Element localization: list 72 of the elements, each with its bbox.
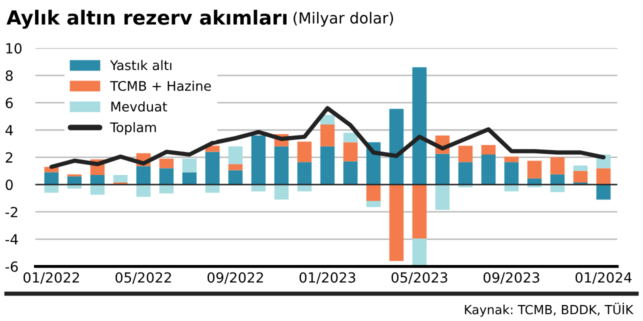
bar (458, 146, 473, 162)
bar (527, 160, 542, 178)
legend-label: Toplam (110, 122, 156, 135)
x-tick-label: 05/2023 (392, 272, 448, 284)
bar (366, 200, 381, 208)
bar (320, 146, 335, 185)
bar (343, 161, 358, 185)
bar (458, 162, 473, 185)
bar (205, 184, 220, 193)
legend-label: Yastık altı (110, 60, 172, 70)
bar (90, 184, 105, 195)
bar (228, 146, 243, 164)
bar (412, 184, 427, 238)
chart-title: Aylık altın rezerv akımları (6, 10, 287, 29)
bar (366, 184, 381, 201)
y-tick-label: 8 (6, 70, 13, 81)
bar (67, 176, 82, 185)
bar (504, 156, 519, 162)
bar (228, 164, 243, 170)
bar (44, 172, 59, 185)
bar (205, 152, 220, 185)
bar (412, 67, 427, 185)
bar (274, 146, 289, 185)
bar (596, 168, 611, 185)
chart-subtitle: (Milyar dolar) (294, 12, 394, 27)
legend-label: Mevduat (111, 101, 168, 112)
bar (159, 168, 174, 185)
bar (343, 132, 358, 142)
bar (182, 158, 197, 172)
bar (136, 184, 151, 197)
bar (343, 142, 358, 162)
bar (297, 162, 312, 185)
bar (228, 170, 243, 185)
bar (573, 165, 588, 171)
y-tick-label: -2 (5, 206, 18, 218)
bar (90, 175, 105, 185)
bar (274, 184, 289, 200)
bar (481, 154, 496, 185)
y-tick-label: 10 (6, 43, 22, 54)
y-tick-label: 2 (6, 152, 12, 163)
x-tick-label: 05/2022 (116, 272, 171, 284)
bar (481, 145, 496, 155)
bar (251, 135, 266, 185)
legend-label: TCMB + Hazine (110, 80, 211, 91)
y-tick-label: 4 (5, 125, 13, 136)
x-tick-label: 01/2023 (300, 272, 356, 284)
x-tick-label: 01/2024 (576, 272, 632, 284)
bar (159, 158, 174, 168)
bar (550, 157, 565, 174)
bar (297, 142, 312, 162)
bar (136, 166, 151, 185)
y-tick-label: 6 (6, 98, 13, 108)
y-tick-label: -6 (5, 261, 18, 272)
bar (182, 172, 197, 185)
bar (435, 154, 450, 185)
bar (389, 184, 404, 261)
y-tick-label: -4 (5, 234, 18, 244)
x-tick-label: 09/2023 (484, 272, 540, 284)
bar (573, 170, 588, 183)
bar (389, 108, 404, 185)
bar (550, 174, 565, 185)
bar (435, 184, 450, 210)
text: Kaynak: TCMB, BDDK, TÜİK (464, 302, 634, 317)
bar (504, 162, 519, 185)
x-tick-label: 09/2022 (208, 272, 263, 284)
bar (596, 184, 611, 200)
bar (44, 184, 59, 193)
x-tick-label: 01/2022 (24, 272, 79, 284)
bar (412, 238, 427, 266)
bar (113, 175, 128, 183)
y-tick-label: 0 (6, 180, 13, 190)
bar (320, 124, 335, 146)
